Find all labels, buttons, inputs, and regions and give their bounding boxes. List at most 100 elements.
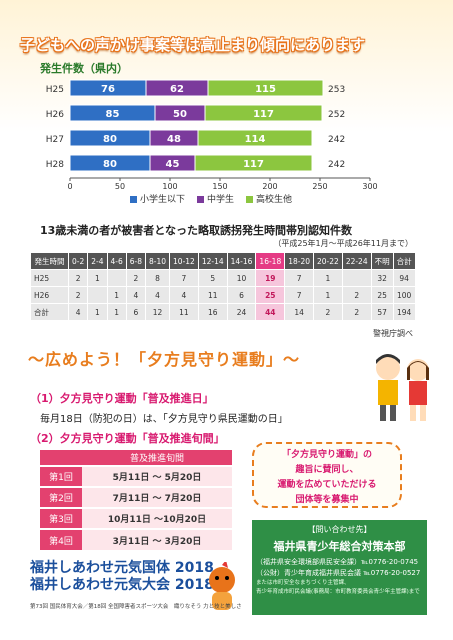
table-cell: H25: [30, 269, 69, 287]
table-header-cell: 14-16: [226, 252, 257, 270]
bar-segment: [204, 104, 323, 122]
bar-value-label: 48: [167, 134, 181, 145]
table-cell: 19: [255, 269, 286, 287]
table-cell: 1: [313, 269, 343, 287]
x-tick-label: 250: [312, 182, 327, 191]
table-header-cell: 18-20: [284, 252, 315, 270]
period-table: 普及推進旬間 第1回 5月11日 ～ 5月20日 第2回 7月11日 ～ 7月20日…: [40, 450, 232, 550]
bar-value-label: 76: [101, 84, 115, 95]
table-title: 13歳未満の者が被害者となった略取誘拐発生時間帯別認知件数: [40, 224, 352, 237]
chart-title: 発生件数（県内）: [40, 62, 128, 75]
bar-value-label: 50: [173, 109, 187, 120]
category-label: H28: [46, 160, 64, 170]
table-cell: 4: [144, 286, 171, 304]
table-cell: 7: [284, 269, 315, 287]
table-row: H25 2 1 2 8 7 5 10 19 7 1 32 94: [30, 269, 416, 287]
table-cell: 7: [169, 269, 199, 287]
table-cell: 6: [125, 303, 147, 321]
period-value: 5月11日 ～ 5月20日: [82, 465, 232, 487]
contact-org: 福井県青少年総合対策本部: [273, 540, 406, 553]
table-header-cell: 22-24: [341, 252, 372, 270]
bar-segment: [197, 129, 313, 147]
table-cell: 6: [226, 286, 257, 304]
section2-title: （2）夕方見守り運動「普及推進旬間」: [30, 432, 225, 445]
total-label: 253: [328, 85, 345, 95]
table-cell: [341, 269, 372, 287]
chart-legend: 小学生以下 中学生 高校生他: [130, 192, 292, 205]
x-tick-label: 200: [262, 182, 277, 191]
table-header-cell: 12-14: [197, 252, 228, 270]
table-cell: 11: [197, 286, 228, 304]
category-label: H26: [46, 110, 64, 120]
table-cell: 4: [169, 286, 199, 304]
table-row: H26 2 1 4 4 4 11 6 25 7 1 2 25 100: [30, 286, 416, 304]
bar-value-label: 117: [243, 159, 264, 170]
recruit-callout: 「夕方見守り運動」の 趣旨に賛同し、 運動を広めていただける 団体等を募集中: [252, 442, 402, 508]
table-cell: 4: [125, 286, 147, 304]
table-header-cell: 20-22: [313, 252, 343, 270]
period-label: 第2回: [40, 486, 82, 508]
campaign-banner: ～広めよう！「夕方見守り運動」～: [28, 350, 301, 369]
bar-value-label: 45: [166, 159, 180, 170]
x-tick-label: 0: [67, 182, 72, 191]
contact-box: 【問い合わせ先】 福井県青少年総合対策本部 （福井県安全環境部県民安全課）℡07…: [252, 520, 427, 615]
table-header-cell: 発生時間: [30, 252, 69, 270]
table-cell: 2: [125, 269, 147, 287]
bar-value-label: 85: [106, 109, 120, 120]
table-cell: 57: [370, 303, 394, 321]
period-header: 普及推進旬間: [82, 450, 232, 466]
bar-segment: [194, 154, 313, 172]
x-tick-label: 150: [212, 182, 227, 191]
total-label: 242: [328, 160, 345, 170]
table-cell: 100: [392, 286, 416, 304]
total-label: 242: [328, 135, 345, 145]
table-cell: [87, 286, 108, 304]
legend-item-high-school: 高校生他: [246, 192, 292, 205]
table-cell: 1: [87, 269, 108, 287]
total-label: 252: [328, 110, 345, 120]
table-cell: 5: [197, 269, 228, 287]
table-cell: 8: [144, 269, 171, 287]
mascot-illustration: [209, 562, 235, 610]
category-label: H25: [46, 85, 64, 95]
table-cell: 1: [313, 286, 343, 304]
table-cell: 2: [341, 286, 372, 304]
bar-value-label: 115: [255, 84, 276, 95]
bar-value-label: 114: [245, 134, 266, 145]
table-cell: 14: [284, 303, 315, 321]
bar-value-label: 80: [103, 159, 117, 170]
table-cell: 25: [255, 286, 286, 304]
x-tick-label: 300: [362, 182, 377, 191]
table-cell: 94: [392, 269, 416, 287]
headline: 子どもへの声かけ事案等は高止まり傾向にあります: [20, 36, 366, 54]
section1-title: （1）夕方見守り運動「普及推進日」: [30, 392, 214, 405]
table-cell: 1: [106, 286, 127, 304]
bar-value-label: 80: [103, 134, 117, 145]
table-cell: 1: [87, 303, 108, 321]
table-header-cell: 合計: [392, 252, 416, 270]
children-illustration: [376, 354, 429, 421]
table-cell: H26: [30, 286, 69, 304]
table-cell: 2: [67, 286, 89, 304]
footer-note: 第73回 国民体育大会／第18回 全国障害者スポーツ大会 織りなそう 力と技と美…: [30, 604, 242, 610]
table-row: 合計 4 1 1 6 12 11 16 24 44 14 2 2 57 194: [30, 303, 416, 321]
table-cell: 2: [67, 269, 89, 287]
table-cell: 24: [226, 303, 257, 321]
bar-segment: [207, 79, 324, 97]
legend-item-junior-high: 中学生: [197, 192, 234, 205]
table-note: （平成25年1月～平成26年11月まで）: [273, 239, 413, 248]
table-header-cell: 0-2: [67, 252, 89, 270]
legend-item-elementary: 小学生以下: [130, 192, 185, 205]
source-note: 警視庁調べ: [373, 329, 413, 338]
period-label: 第4回: [40, 528, 82, 550]
x-tick-label: 100: [162, 182, 177, 191]
kokutai-logo: 福井しあわせ元気国体 2018 福井しあわせ元気大会 2018: [30, 560, 214, 593]
table-header-cell: 6-8: [125, 252, 147, 270]
table-cell: 12: [144, 303, 171, 321]
table-cell: 32: [370, 269, 394, 287]
table-cell: 11: [169, 303, 199, 321]
table-cell: 2: [341, 303, 372, 321]
table-header-cell: 2-4: [87, 252, 108, 270]
table-cell: 7: [284, 286, 315, 304]
